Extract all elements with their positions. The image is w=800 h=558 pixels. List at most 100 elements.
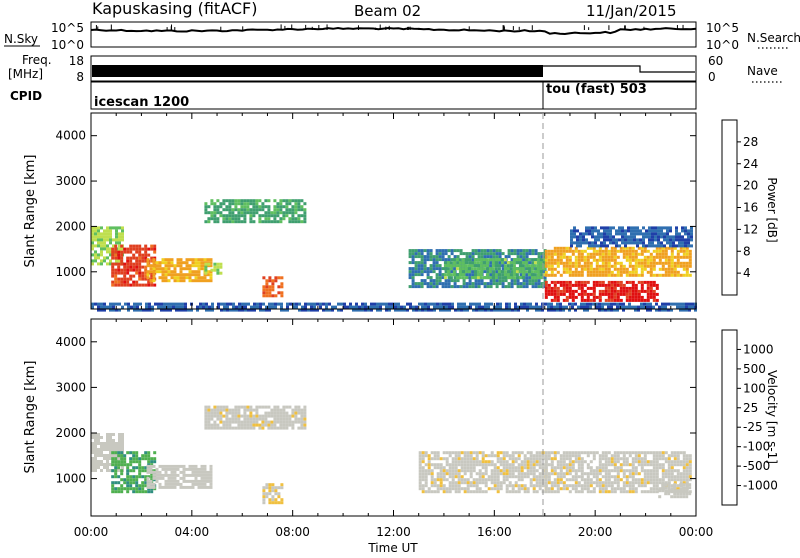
heatmap-cell — [135, 466, 139, 470]
heatmap-cell — [505, 463, 509, 467]
heatmap-cell — [144, 283, 148, 287]
heatmap-cell — [446, 267, 450, 271]
heatmap-cell — [231, 217, 235, 221]
heatmap-cell — [170, 476, 174, 480]
heatmap-cell — [670, 246, 674, 250]
heatmap-cell — [268, 291, 272, 295]
heatmap-cell — [604, 484, 608, 488]
heatmap-cell — [610, 252, 614, 256]
heatmap-cell — [423, 267, 427, 271]
heatmap-cell — [97, 226, 100, 230]
heatmap-cell — [625, 270, 629, 274]
heatmap-cell — [598, 270, 602, 274]
heatmap-cell — [438, 252, 442, 256]
heatmap-cell — [502, 469, 506, 473]
heatmap-cell — [170, 470, 174, 474]
heatmap-cell — [529, 460, 533, 464]
heatmap-cell — [469, 472, 473, 476]
heatmap-cell — [424, 481, 428, 485]
heatmap-cell — [664, 472, 668, 476]
heatmap-cell — [274, 501, 278, 505]
heatmap-cell — [457, 457, 461, 461]
heatmap-cell — [633, 241, 636, 245]
heatmap-cell — [469, 457, 473, 461]
heatmap-cell — [423, 279, 427, 283]
heatmap-cell — [500, 261, 504, 265]
heatmap-cell — [607, 305, 610, 309]
heatmap-cell — [277, 501, 281, 505]
heatmap-cell — [634, 252, 638, 256]
heatmap-cell — [273, 211, 277, 215]
heatmap-cell — [255, 420, 259, 424]
heatmap-cell — [271, 282, 275, 286]
heatmap-cell — [580, 252, 584, 256]
heatmap-cell — [612, 238, 615, 242]
heatmap-cell — [517, 490, 521, 494]
heatmap-cell — [592, 246, 596, 250]
heatmap-cell — [199, 305, 202, 309]
heatmap-cell — [517, 305, 520, 309]
heatmap-cell — [475, 478, 479, 482]
heatmap-cell — [658, 267, 662, 271]
heatmap-cell — [586, 308, 589, 312]
heatmap-cell — [210, 211, 214, 215]
heatmap-cell — [485, 264, 489, 268]
heatmap-cell — [628, 490, 632, 494]
heatmap-cell — [152, 485, 156, 489]
heatmap-cell — [487, 308, 490, 312]
heatmap-cell — [448, 463, 452, 467]
heatmap-cell — [678, 235, 681, 239]
heatmap-cell — [403, 308, 406, 312]
heatmap-cell — [517, 475, 521, 479]
heatmap-cell — [276, 414, 280, 418]
heatmap-cell — [559, 255, 563, 259]
heatmap-cell — [616, 469, 620, 473]
heatmap-cell — [187, 308, 190, 312]
heatmap-cell — [574, 264, 578, 268]
heatmap-cell — [527, 270, 531, 274]
heatmap-cell — [478, 308, 481, 312]
heatmap-cell — [681, 241, 684, 245]
heatmap-cell — [544, 264, 548, 268]
heatmap-cell — [123, 487, 127, 491]
noise-spikes — [95, 24, 684, 30]
heatmap-cell — [550, 249, 554, 253]
heatmap-cell — [577, 457, 581, 461]
heatmap-cell — [544, 463, 548, 467]
heatmap-cell — [222, 202, 226, 206]
heatmap-cell — [604, 457, 608, 461]
heatmap-cell — [517, 463, 521, 467]
heatmap-cell — [628, 249, 632, 253]
heatmap-cell — [121, 466, 124, 469]
heatmap-cell — [445, 490, 449, 494]
heatmap-cell — [661, 454, 665, 458]
heatmap-cell — [634, 249, 638, 253]
heatmap-cell — [685, 463, 689, 467]
heatmap-cell — [535, 457, 539, 461]
heatmap-cell — [676, 463, 680, 467]
heatmap-cell — [537, 282, 541, 286]
heatmap-cell — [675, 232, 678, 236]
heatmap-cell — [467, 258, 471, 262]
heatmap-cell — [676, 492, 680, 496]
heatmap-cell — [682, 475, 686, 479]
heatmap-cell — [150, 490, 154, 494]
heatmap-cell — [499, 308, 502, 312]
heatmap-cell — [205, 302, 208, 306]
heatmap-cell — [106, 457, 109, 460]
heatmap-cell — [194, 476, 198, 480]
heatmap-cell — [625, 451, 629, 455]
heatmap-cell — [531, 249, 535, 253]
heatmap-cell — [276, 420, 280, 424]
heatmap-cell — [556, 255, 560, 259]
heatmap-cell — [421, 302, 424, 306]
heatmap-cell — [570, 244, 573, 248]
heatmap-cell — [592, 298, 596, 302]
heatmap-cell — [547, 261, 551, 265]
heatmap-cell — [502, 478, 506, 482]
heatmap-cell — [510, 258, 514, 262]
heatmap-cell — [276, 211, 280, 215]
heatmap-cell — [609, 232, 612, 236]
heatmap-cell — [120, 271, 124, 275]
heatmap-cell — [631, 478, 635, 482]
